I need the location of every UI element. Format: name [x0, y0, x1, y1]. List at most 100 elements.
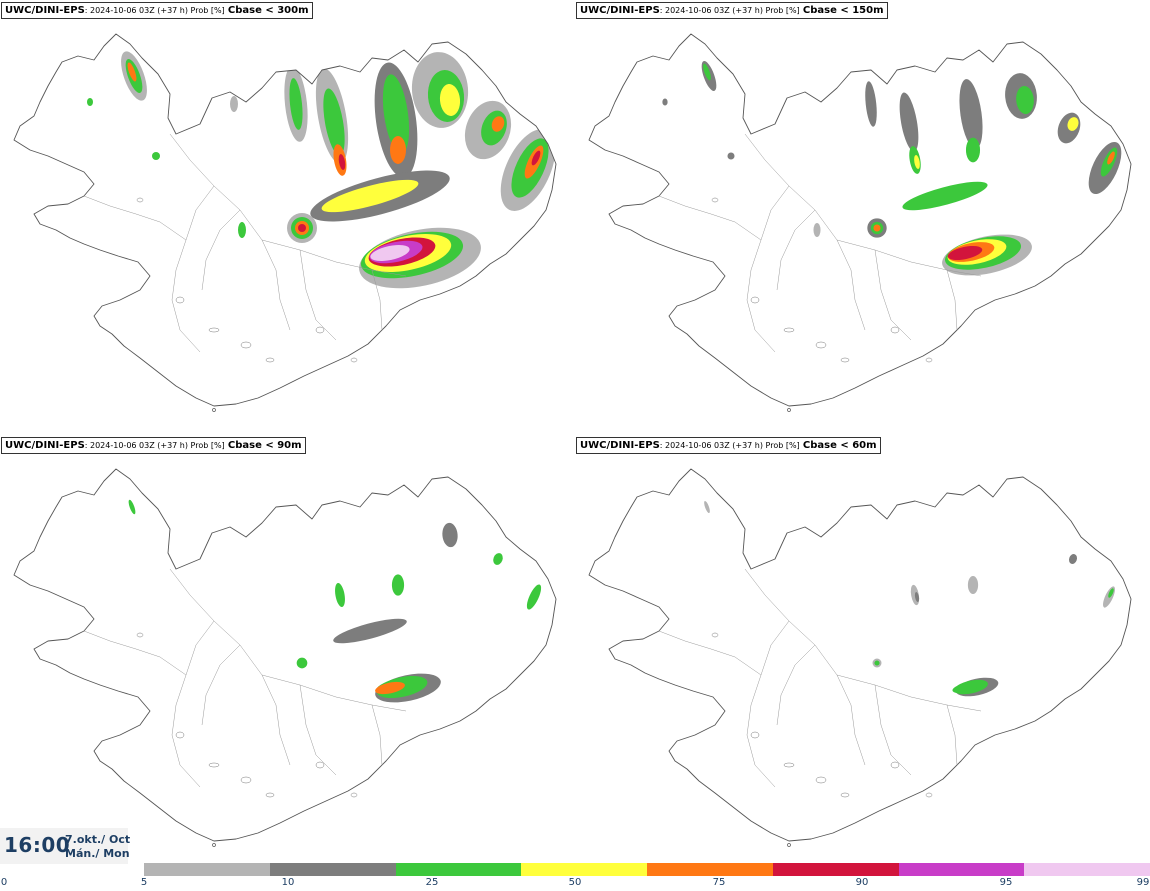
probability-area	[439, 84, 461, 116]
run-info: : 2024-10-06 03Z (+37 h) Prob [%]	[84, 6, 225, 15]
colorbar-tick-label: 5	[140, 877, 148, 888]
region-border	[171, 620, 215, 788]
panel-title: UWC/DINI-EPS: 2024-10-06 03Z (+37 h) Pro…	[576, 2, 888, 19]
lake-outline	[711, 632, 719, 638]
lake-outline	[840, 357, 850, 363]
lake-outline	[175, 296, 185, 304]
probability-field	[704, 500, 1115, 761]
probability-area	[1108, 588, 1114, 598]
colorbar-segment	[395, 863, 522, 876]
model-name: UWC/DINI-EPS	[580, 5, 660, 16]
probability-area	[899, 92, 919, 152]
probability-field	[662, 61, 1122, 330]
probability-area	[382, 74, 410, 154]
probability-area	[298, 224, 306, 232]
parameter-label: Cbase < 90m	[227, 440, 302, 451]
coastline	[588, 33, 1132, 407]
colorbar-tick-labels: 0 5 10 25 50 75 90 95 99	[0, 877, 1150, 891]
lake-outline	[925, 357, 933, 363]
parameter-label: Cbase < 60m	[802, 440, 877, 451]
probability-area	[959, 79, 983, 149]
lake-outline	[175, 731, 185, 739]
lake-outline	[350, 792, 358, 798]
probability-area	[298, 659, 306, 667]
probability-area	[967, 576, 979, 594]
map-panel-cbase-90m: UWC/DINI-EPS: 2024-10-06 03Z (+37 h) Pro…	[0, 435, 575, 872]
probability-area	[947, 245, 983, 261]
lake-outline	[815, 776, 827, 784]
colorbar-tick-label: 50	[568, 877, 582, 888]
region-border	[874, 249, 912, 341]
probability-area	[874, 660, 880, 666]
probability-area	[127, 62, 137, 82]
colorbar-segment	[521, 863, 647, 876]
probability-area	[406, 318, 414, 330]
region-border	[201, 209, 241, 291]
iceland-probability-map	[588, 33, 1132, 412]
colorbar-tick-label: 99	[1136, 877, 1150, 888]
island-outline	[212, 408, 216, 412]
lake-outline	[890, 761, 900, 769]
colorbar-tick-label: 90	[855, 877, 869, 888]
map-panel-cbase-150m: UWC/DINI-EPS: 2024-10-06 03Z (+37 h) Pro…	[575, 0, 1150, 437]
probability-area	[230, 96, 238, 112]
probability-area	[442, 522, 458, 548]
colorbar-segment	[898, 863, 1025, 876]
lake-outline	[350, 357, 358, 363]
colorbar-segment	[772, 863, 899, 876]
lake-outline	[136, 632, 144, 638]
probability-area	[333, 618, 407, 644]
probability-area	[375, 681, 405, 695]
probability-area	[390, 136, 406, 164]
coastline	[588, 468, 1132, 842]
probability-area	[408, 756, 412, 762]
probability-area	[1107, 151, 1115, 165]
colorbar-tick-label: 10	[281, 877, 295, 888]
lake-outline	[711, 197, 719, 203]
probability-area	[491, 116, 505, 132]
model-name: UWC/DINI-EPS	[5, 440, 85, 451]
valid-time-box: 16:00 7.okt./ Oct Mán./ Mon	[0, 828, 131, 864]
lake-outline	[240, 341, 252, 349]
region-border	[299, 249, 337, 341]
probability-field	[87, 51, 556, 330]
probability-area	[323, 88, 345, 156]
lake-outline	[265, 357, 275, 363]
region-border	[874, 684, 912, 776]
region-border	[658, 195, 762, 241]
colorbar-tick-label: 0	[0, 877, 8, 888]
region-border	[83, 195, 187, 241]
colorbar-segment	[269, 863, 396, 876]
lake-outline	[265, 792, 275, 798]
lake-outline	[136, 197, 144, 203]
lake-outline	[815, 341, 827, 349]
probability-area	[531, 150, 541, 166]
iceland-probability-map	[13, 33, 557, 412]
valid-weekday: Mán./ Mon	[65, 847, 130, 860]
lake-outline	[750, 731, 760, 739]
lake-outline	[783, 762, 795, 768]
probability-area	[128, 499, 136, 515]
region-border	[201, 644, 241, 726]
probability-area	[704, 500, 710, 514]
lake-outline	[208, 327, 220, 333]
region-border	[261, 674, 407, 712]
probability-area	[238, 222, 246, 238]
probability-area	[902, 181, 988, 211]
probability-area	[391, 574, 405, 596]
region-border	[776, 209, 816, 291]
region-border	[171, 185, 215, 353]
lake-outline	[840, 792, 850, 798]
run-info: : 2024-10-06 03Z (+37 h) Prob [%]	[659, 441, 800, 450]
probability-area	[493, 553, 503, 565]
probability-area	[152, 152, 160, 160]
panel-title: UWC/DINI-EPS: 2024-10-06 03Z (+37 h) Pro…	[1, 437, 306, 454]
valid-date: 7.okt./ Oct	[65, 833, 131, 846]
region-border	[371, 269, 383, 331]
probability-area	[87, 98, 93, 106]
colorbar-segment	[144, 863, 270, 876]
island-outline	[787, 843, 791, 847]
probability-area	[321, 179, 419, 213]
region-border	[746, 620, 790, 788]
probability-colorbar	[144, 863, 1150, 876]
